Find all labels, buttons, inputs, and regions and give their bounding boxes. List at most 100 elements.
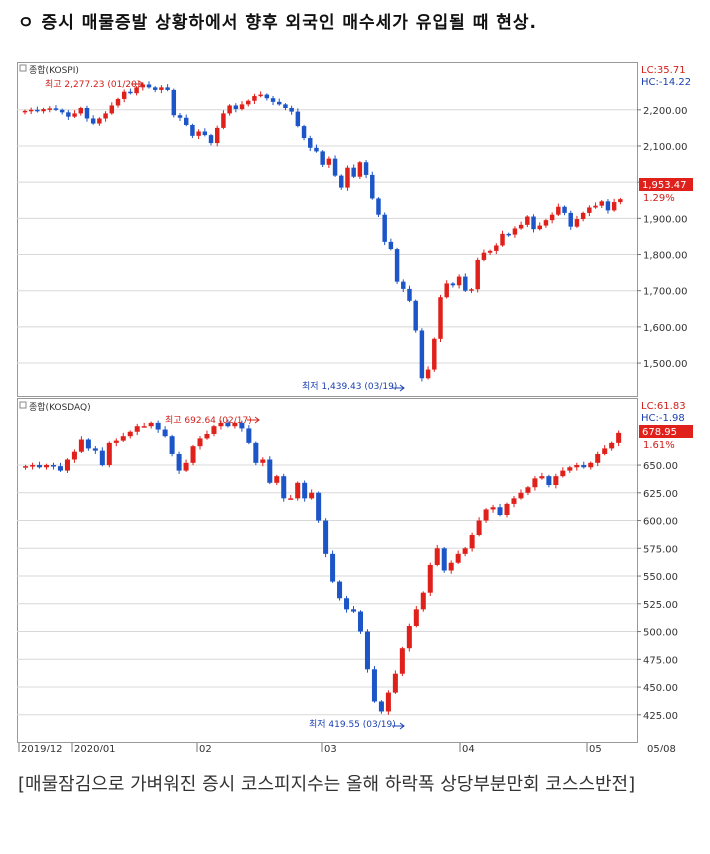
kosdaq-candle-body <box>232 422 238 427</box>
kosdaq-candle-body <box>260 459 266 463</box>
kosdaq-candle-body <box>309 492 315 499</box>
kosdaq-candle-body <box>476 520 482 535</box>
kosdaq-candle-body <box>344 598 350 610</box>
kospi-low-annotation: 최저 1,439.43 (03/19) <box>302 381 397 392</box>
kosdaq-y-tick-label: 550.00 <box>643 572 678 583</box>
kosdaq-candle-body <box>218 422 224 427</box>
kospi-candle-body <box>345 167 350 188</box>
kosdaq-candle-body <box>92 448 98 451</box>
kospi-candle-body <box>500 233 505 246</box>
kosdaq-candle-body <box>518 492 524 499</box>
kospi-title-box <box>19 64 27 72</box>
kospi-candle-body <box>487 250 493 253</box>
kospi-candle-body <box>525 216 530 225</box>
kospi-candle-body <box>22 110 28 113</box>
kospi-candle-body <box>252 96 257 101</box>
x-axis-label: 05/08 <box>647 744 676 752</box>
kospi-candle-body <box>419 330 425 379</box>
kospi-y-tick-label: 2,200.00 <box>643 106 688 117</box>
kospi-candle-body <box>277 101 282 105</box>
kosdaq-candle-body <box>525 487 531 493</box>
kospi-candle-body <box>308 138 313 148</box>
kospi-candle-body <box>165 87 170 90</box>
kosdaq-candle-body <box>134 426 140 432</box>
kospi-candles <box>22 81 623 382</box>
kospi-y-tick-label: 1,800.00 <box>643 251 688 262</box>
kospi-candle-body <box>146 84 152 88</box>
kospi-candle-body <box>413 300 418 331</box>
kosdaq-low-annotation: 최저 419.55 (03/19) <box>309 719 396 730</box>
kosdaq-candle-body <box>211 426 217 434</box>
kospi-candle-body <box>66 112 71 117</box>
kosdaq-candle-body <box>553 476 559 486</box>
kosdaq-candle-body <box>392 673 398 693</box>
kospi-title: 종합(KOSPI) <box>29 65 79 76</box>
kospi-candle-body <box>357 162 363 177</box>
kospi-candle-body <box>270 98 276 102</box>
kospi-candle-body <box>463 276 468 291</box>
kosdaq-candle-body <box>511 498 517 504</box>
kosdaq-candle-body <box>295 482 301 499</box>
kosdaq-candle-body <box>85 439 91 449</box>
kosdaq-candle-body <box>357 611 364 632</box>
kosdaq-candle-body <box>190 446 196 463</box>
kosdaq-candle-body <box>567 467 573 471</box>
kospi-candle-body <box>35 109 40 112</box>
kospi-candle-body <box>518 224 524 229</box>
kosdaq-y-tick-label: 475.00 <box>643 655 678 666</box>
kospi-candle-body <box>599 201 604 206</box>
kospi-candle-body <box>494 245 499 251</box>
kospi-candle-body <box>506 233 511 236</box>
kosdaq-title: 종합(KOSDAQ) <box>29 402 91 413</box>
kospi-candle-body <box>159 87 164 90</box>
kosdaq-candle-body <box>413 609 419 626</box>
kosdaq-y-tick-label: 500.00 <box>643 628 678 639</box>
kospi-candle-body <box>97 118 102 124</box>
kosdaq-candle-body <box>288 498 294 500</box>
kosdaq-candle-body <box>539 476 545 479</box>
kospi-candle-body <box>376 198 381 215</box>
kospi-candle-body <box>171 89 177 116</box>
kosdaq-candle-body <box>23 466 29 468</box>
kospi-candle-body <box>258 94 263 97</box>
kosdaq-candle-body <box>155 422 161 430</box>
x-axis-label: 04 <box>462 744 475 752</box>
kospi-candle-body <box>109 105 115 114</box>
kospi-y-grid: 2,200.002,100.002,000.001,900.001,800.00… <box>17 106 688 370</box>
kosdaq-candle-body <box>162 429 168 437</box>
kosdaq-y-tick-label: 625.00 <box>643 489 678 500</box>
kosdaq-y-tick-label: 600.00 <box>643 517 678 528</box>
kosdaq-candle-body <box>378 701 384 712</box>
kospi-candle-body <box>264 94 270 99</box>
kospi-frame <box>17 62 638 397</box>
kospi-candle-body <box>214 127 220 144</box>
kosdaq-y-tick-label: 450.00 <box>643 683 678 694</box>
kosdaq-candle-body <box>239 422 245 429</box>
kospi-candle-body <box>531 216 536 230</box>
kospi-candle-body <box>295 111 301 127</box>
kosdaq-candle-body <box>364 631 370 670</box>
kospi-candle-body <box>72 113 77 117</box>
kospi-candle-body <box>475 259 480 290</box>
kosdaq-candle-body <box>71 451 77 460</box>
kosdaq-candle-body <box>316 492 322 521</box>
kosdaq-candle-body <box>281 476 287 499</box>
kospi-candle-body <box>289 107 294 112</box>
kosdaq-candle-body <box>197 438 203 447</box>
kosdaq-candle-body <box>469 534 475 549</box>
kosdaq-y-tick-label: 425.00 <box>643 711 678 722</box>
chart-svg: 2,200.002,100.002,000.001,900.001,800.00… <box>17 62 693 755</box>
kospi-candle-body <box>456 276 462 286</box>
kosdaq-candle-body <box>581 465 587 468</box>
kosdaq-candle-body <box>106 442 112 466</box>
caption: [매물잠김으로 가벼워진 증시 코스피지수는 올해 하락폭 상당부분만회 코스스… <box>18 774 636 795</box>
kospi-candle-body <box>196 131 201 136</box>
kosdaq-candle-body <box>441 548 447 571</box>
kosdaq-candle-body <box>609 442 615 449</box>
kospi-candle-body <box>363 162 369 175</box>
kosdaq-candle-body <box>267 459 273 483</box>
kosdaq-candle-body <box>127 431 133 437</box>
kosdaq-lc-label: LC:61.83 <box>641 401 686 412</box>
kospi-candle-body <box>239 104 245 110</box>
kosdaq-candle-body <box>595 453 601 463</box>
